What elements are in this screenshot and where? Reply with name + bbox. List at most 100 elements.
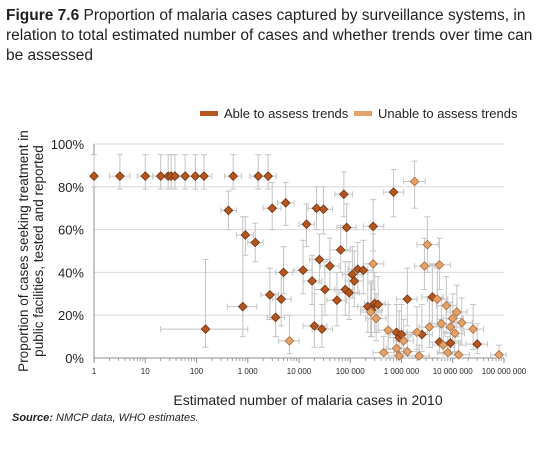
data-points [89,171,504,361]
data-point-unable [284,336,295,346]
x-tick-label: 10 [141,367,150,376]
data-point-unable [424,322,435,332]
data-point-unable [419,261,430,271]
data-point-able [373,299,383,310]
data-point-unable [371,313,382,324]
data-point-able [240,230,251,240]
data-point-able [340,284,351,295]
data-point-unable [409,176,420,187]
data-point-able [472,339,483,349]
data-point-unable [445,322,456,332]
data-point-able [318,204,329,215]
legend-swatch [200,111,218,116]
y-axis-label: Proportion of cases seeking treatment in… [16,130,46,372]
source-label: Source: [12,412,53,424]
data-point-able [368,221,379,232]
data-point-able [388,187,399,198]
data-point-able [89,171,99,181]
data-point-able [199,171,209,181]
gridlines [94,143,504,316]
x-tick-label: 10 000 [287,367,312,376]
data-point-able [170,171,180,181]
data-point-able [338,189,349,200]
data-point-unable [398,336,409,346]
figure-title-text: Proportion of malaria cases captured by … [6,7,533,64]
y-tick-label: 40% [58,265,84,280]
data-point-unable [436,318,447,329]
data-point-able [270,312,281,323]
data-point-able [223,205,234,216]
data-point-able [228,171,239,181]
data-point-able [264,290,275,300]
data-point-able [301,219,312,230]
data-point-unable [438,340,449,351]
data-point-unable [494,349,504,360]
source-text: NMCP data, WHO estimates. [56,412,199,424]
error-bars [91,154,507,359]
data-point-unable [468,324,479,334]
data-point-able [280,197,291,208]
data-point-able [309,321,320,331]
x-tick-label: 100 000 [336,367,365,376]
data-point-unable [414,350,424,361]
data-point-able [341,222,352,233]
data-point-able [402,294,413,305]
data-point-able [115,171,125,181]
data-point-unable [456,317,467,328]
data-point-able [307,276,317,286]
data-point-able [263,171,274,181]
x-tick-label: 1 000 000 [384,367,420,376]
data-point-able [140,171,151,181]
data-point-able [320,284,330,295]
data-point-able [324,261,335,271]
data-point-able [253,171,264,181]
data-point-able [349,276,360,286]
data-point-unable [412,327,422,338]
data-point-able [278,267,289,278]
data-point-able [180,171,190,181]
data-point-unable [378,347,389,358]
legend-swatch [354,111,372,116]
data-point-able [298,265,308,276]
x-tick-label: 100 [190,367,204,376]
data-point-able [155,171,166,181]
legend-label: Able to assess trends [224,106,349,121]
x-axis-label: Estimated number of malaria cases in 201… [173,392,442,408]
data-point-unable [368,258,379,269]
data-point-unable [391,343,402,354]
figure-title: Figure 7.6 Proportion of malaria cases c… [6,6,544,66]
data-point-unable [434,260,445,270]
data-point-unable [451,307,462,317]
data-point-able [237,301,248,312]
data-point-unable [394,350,405,361]
data-point-able [335,245,346,255]
data-point-able [358,265,369,276]
data-point-able [267,203,278,214]
y-tick-label: 20% [58,308,84,323]
data-point-able [311,203,322,214]
data-point-able [332,295,342,306]
data-point-unable [453,349,464,360]
data-point-able [190,171,201,181]
y-tick-label: 0% [65,351,84,366]
data-point-able [445,338,456,348]
data-point-able [250,237,261,248]
data-point-unable [422,239,433,250]
data-point-unable [450,328,460,339]
y-tick-label: 60% [58,223,84,238]
x-tick-label: 100 000 000 [482,367,527,376]
data-point-unable [441,300,452,311]
legend-label: Unable to assess trends [378,106,518,121]
data-point-unable [365,307,376,317]
legend: Able to assess trends Unable to assess tr… [200,106,518,121]
source-note: Source: NMCP data, WHO estimates. [12,412,199,424]
y-axis-label-line: Proportion of cases seeking treatment in [16,130,31,372]
y-axis-label-line: public facilities, tested and reported [31,145,46,357]
x-tick-label: 1 000 [238,367,259,376]
data-point-able [427,292,438,302]
data-point-able [200,324,211,334]
data-point-able [276,294,287,305]
y-tick-label: 80% [58,180,84,195]
x-tick-label: 10 000 000 [433,367,474,376]
